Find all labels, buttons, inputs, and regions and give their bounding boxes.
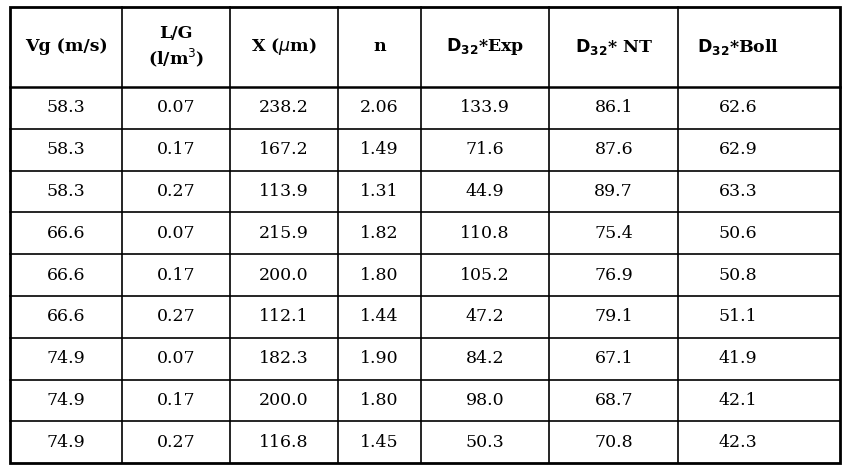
- Text: 0.27: 0.27: [156, 308, 196, 325]
- Text: 182.3: 182.3: [259, 350, 309, 367]
- Text: 1.44: 1.44: [360, 308, 399, 325]
- Text: 1.90: 1.90: [360, 350, 399, 367]
- Text: 42.3: 42.3: [719, 434, 757, 451]
- Text: 113.9: 113.9: [259, 183, 309, 200]
- Text: 0.17: 0.17: [156, 141, 196, 158]
- Text: 68.7: 68.7: [594, 392, 633, 409]
- Text: 1.49: 1.49: [360, 141, 399, 158]
- Text: 62.6: 62.6: [719, 99, 757, 116]
- Text: 87.6: 87.6: [594, 141, 633, 158]
- Text: 84.2: 84.2: [466, 350, 504, 367]
- Text: 74.9: 74.9: [47, 434, 86, 451]
- Text: 63.3: 63.3: [719, 183, 757, 200]
- Text: X ($\mu$m): X ($\mu$m): [251, 37, 317, 58]
- Text: 75.4: 75.4: [594, 225, 633, 242]
- Text: 50.6: 50.6: [719, 225, 757, 242]
- Text: 200.0: 200.0: [259, 267, 309, 284]
- Text: 67.1: 67.1: [594, 350, 633, 367]
- Text: 58.3: 58.3: [47, 183, 86, 200]
- Text: 51.1: 51.1: [719, 308, 757, 325]
- Text: 58.3: 58.3: [47, 141, 86, 158]
- Text: 0.27: 0.27: [156, 434, 196, 451]
- Text: 110.8: 110.8: [461, 225, 510, 242]
- Text: 1.45: 1.45: [360, 434, 399, 451]
- Text: 74.9: 74.9: [47, 392, 86, 409]
- Text: 70.8: 70.8: [594, 434, 633, 451]
- Text: n: n: [373, 38, 386, 55]
- Text: 2.06: 2.06: [360, 99, 399, 116]
- Text: 42.1: 42.1: [719, 392, 757, 409]
- Text: 1.80: 1.80: [360, 267, 399, 284]
- Text: 0.17: 0.17: [156, 267, 196, 284]
- Text: 0.07: 0.07: [156, 99, 196, 116]
- Text: 0.27: 0.27: [156, 183, 196, 200]
- Text: 98.0: 98.0: [466, 392, 504, 409]
- Text: 74.9: 74.9: [47, 350, 86, 367]
- Text: 41.9: 41.9: [719, 350, 757, 367]
- Text: Vg (m/s): Vg (m/s): [25, 38, 107, 55]
- Text: 44.9: 44.9: [466, 183, 504, 200]
- Text: 0.17: 0.17: [156, 392, 196, 409]
- Text: 0.07: 0.07: [156, 350, 196, 367]
- Text: 1.31: 1.31: [360, 183, 399, 200]
- Text: 47.2: 47.2: [466, 308, 505, 325]
- Text: 112.1: 112.1: [259, 308, 309, 325]
- Text: 116.8: 116.8: [259, 434, 309, 451]
- Text: 1.80: 1.80: [360, 392, 399, 409]
- Text: 86.1: 86.1: [594, 99, 633, 116]
- Text: 105.2: 105.2: [460, 267, 510, 284]
- Text: $\bf{D_{32}}$* NT: $\bf{D_{32}}$* NT: [575, 37, 653, 57]
- Text: 66.6: 66.6: [47, 267, 86, 284]
- Text: 50.3: 50.3: [466, 434, 505, 451]
- Text: L/G
(l/m$^3$): L/G (l/m$^3$): [148, 25, 204, 69]
- Text: 66.6: 66.6: [47, 225, 86, 242]
- Text: 167.2: 167.2: [259, 141, 309, 158]
- Text: 89.7: 89.7: [594, 183, 633, 200]
- Text: 238.2: 238.2: [259, 99, 309, 116]
- Text: 133.9: 133.9: [460, 99, 510, 116]
- Text: 58.3: 58.3: [47, 99, 86, 116]
- Text: $\bf{D_{32}}$*Boll: $\bf{D_{32}}$*Boll: [697, 37, 779, 57]
- Text: 50.8: 50.8: [719, 267, 757, 284]
- Text: 71.6: 71.6: [466, 141, 504, 158]
- Text: 1.82: 1.82: [360, 225, 399, 242]
- Text: 200.0: 200.0: [259, 392, 309, 409]
- Text: 66.6: 66.6: [47, 308, 86, 325]
- Text: 62.9: 62.9: [719, 141, 757, 158]
- Text: 79.1: 79.1: [594, 308, 633, 325]
- Text: 215.9: 215.9: [259, 225, 309, 242]
- Text: 76.9: 76.9: [594, 267, 633, 284]
- Text: 0.07: 0.07: [156, 225, 196, 242]
- Text: $\bf{D_{32}}$*Exp: $\bf{D_{32}}$*Exp: [446, 37, 524, 58]
